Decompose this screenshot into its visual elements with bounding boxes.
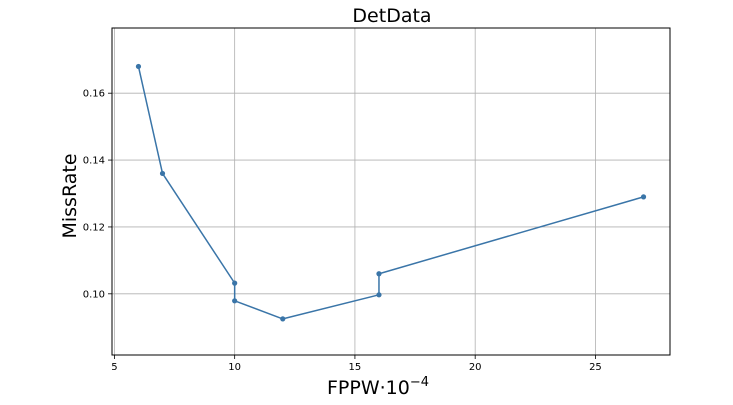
grid <box>112 28 670 355</box>
data-point <box>376 292 382 298</box>
series-layer <box>135 63 647 322</box>
y-axis-ticks: 0.10 0.12 0.14 0.16 <box>83 89 112 300</box>
x-tick-label: 20 <box>469 362 482 373</box>
x-tick-label: 15 <box>349 362 362 373</box>
data-point <box>232 280 238 286</box>
data-point <box>135 63 142 70</box>
x-tick-label: 5 <box>111 362 117 373</box>
y-tick-label: 0.16 <box>83 89 105 100</box>
y-tick-label: 0.12 <box>83 222 105 233</box>
x-axis-label: FPPW·10−4 <box>327 375 429 399</box>
data-point <box>376 271 382 277</box>
y-axis-label: MissRate <box>59 153 81 238</box>
x-axis-label-base: FPPW·10 <box>327 377 410 399</box>
data-point <box>232 298 238 304</box>
plot-frame <box>111 27 671 356</box>
x-tick-label: 10 <box>228 362 241 373</box>
y-tick-label: 0.10 <box>83 289 105 300</box>
data-point <box>159 170 166 177</box>
data-point <box>640 194 647 200</box>
chart-title: DetData <box>352 5 431 27</box>
x-tick-label: 25 <box>589 362 602 373</box>
x-axis-ticks: 5 10 15 20 25 <box>111 355 602 373</box>
x-axis-label-exponent: −4 <box>410 375 429 390</box>
y-tick-label: 0.14 <box>83 156 105 167</box>
data-point <box>280 316 286 322</box>
series-line <box>137 66 644 320</box>
